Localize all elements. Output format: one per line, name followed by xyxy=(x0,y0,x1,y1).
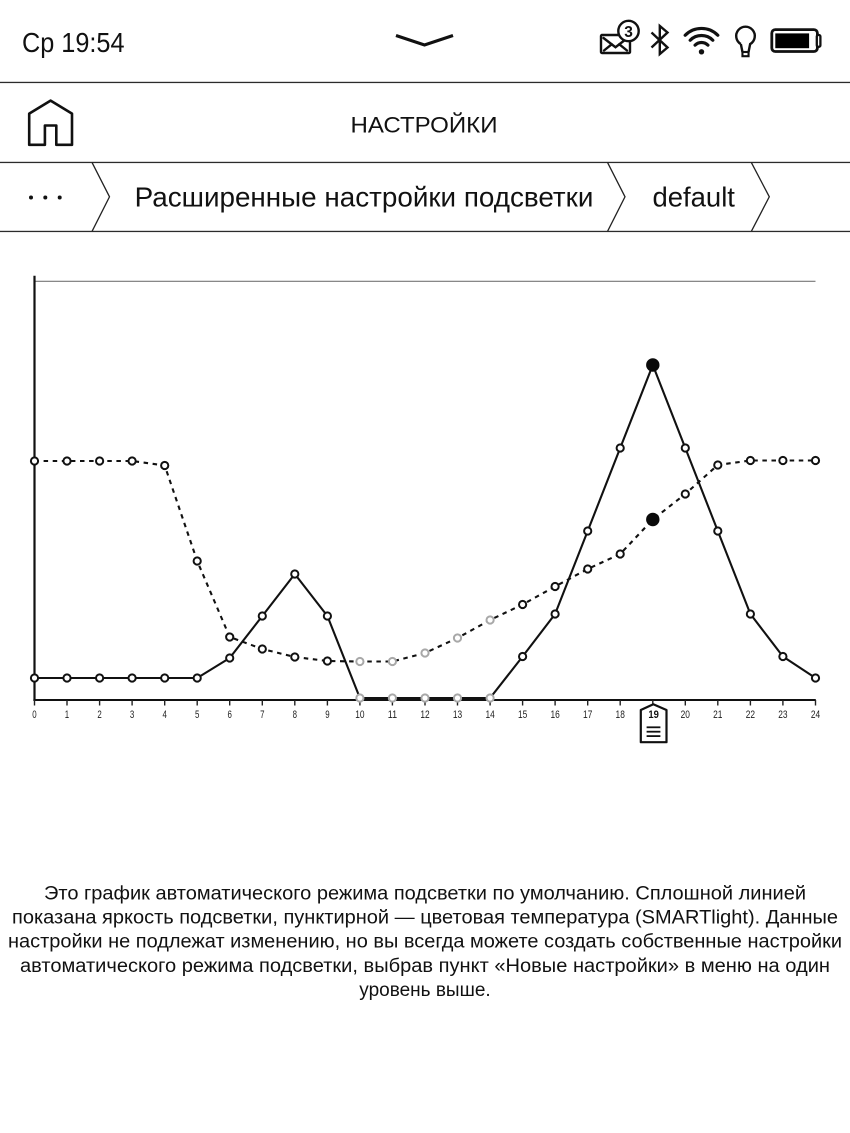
svg-text:6: 6 xyxy=(228,709,232,721)
svg-text:24: 24 xyxy=(811,709,820,721)
svg-text:8: 8 xyxy=(293,709,297,721)
svg-text:19: 19 xyxy=(648,709,659,721)
svg-text:3: 3 xyxy=(130,709,134,721)
svg-text:7: 7 xyxy=(260,709,264,721)
svg-text:НАСТРОЙКИ: НАСТРОЙКИ xyxy=(351,113,498,138)
svg-text:Это график автоматического реж: Это график автоматического режима подсве… xyxy=(44,884,806,905)
svg-text:1: 1 xyxy=(65,709,69,721)
svg-text:9: 9 xyxy=(325,709,329,721)
svg-text:10: 10 xyxy=(355,709,364,721)
svg-text:20: 20 xyxy=(681,709,690,721)
svg-text:12: 12 xyxy=(420,709,429,721)
svg-text:2: 2 xyxy=(97,709,101,721)
svg-text:автоматического режима подсвет: автоматического режима подсветки, выбрав… xyxy=(20,956,830,977)
svg-text:23: 23 xyxy=(778,709,787,721)
svg-text:22: 22 xyxy=(746,709,755,721)
svg-text:уровень выше.: уровень выше. xyxy=(359,980,490,1001)
svg-text:13: 13 xyxy=(453,709,462,721)
svg-text:17: 17 xyxy=(583,709,592,721)
svg-text:5: 5 xyxy=(195,709,199,721)
svg-text:Ср 19:54: Ср 19:54 xyxy=(22,27,125,58)
svg-text:18: 18 xyxy=(616,709,625,721)
svg-text:15: 15 xyxy=(518,709,527,721)
svg-text:default: default xyxy=(652,182,735,213)
svg-text:настройки не подлежат изменени: настройки не подлежат изменению, но вы в… xyxy=(8,932,842,953)
svg-text:Расширенные настройки подсветк: Расширенные настройки подсветки xyxy=(135,182,594,213)
svg-text:показана яркость подсветки, пу: показана яркость подсветки, пунктирной —… xyxy=(12,908,838,929)
svg-text:14: 14 xyxy=(485,709,494,721)
svg-text:21: 21 xyxy=(713,709,722,721)
svg-text:4: 4 xyxy=(163,709,167,721)
svg-text:0: 0 xyxy=(32,709,36,721)
svg-text:16: 16 xyxy=(550,709,559,721)
svg-text:3: 3 xyxy=(624,24,633,41)
svg-text:11: 11 xyxy=(388,709,397,721)
